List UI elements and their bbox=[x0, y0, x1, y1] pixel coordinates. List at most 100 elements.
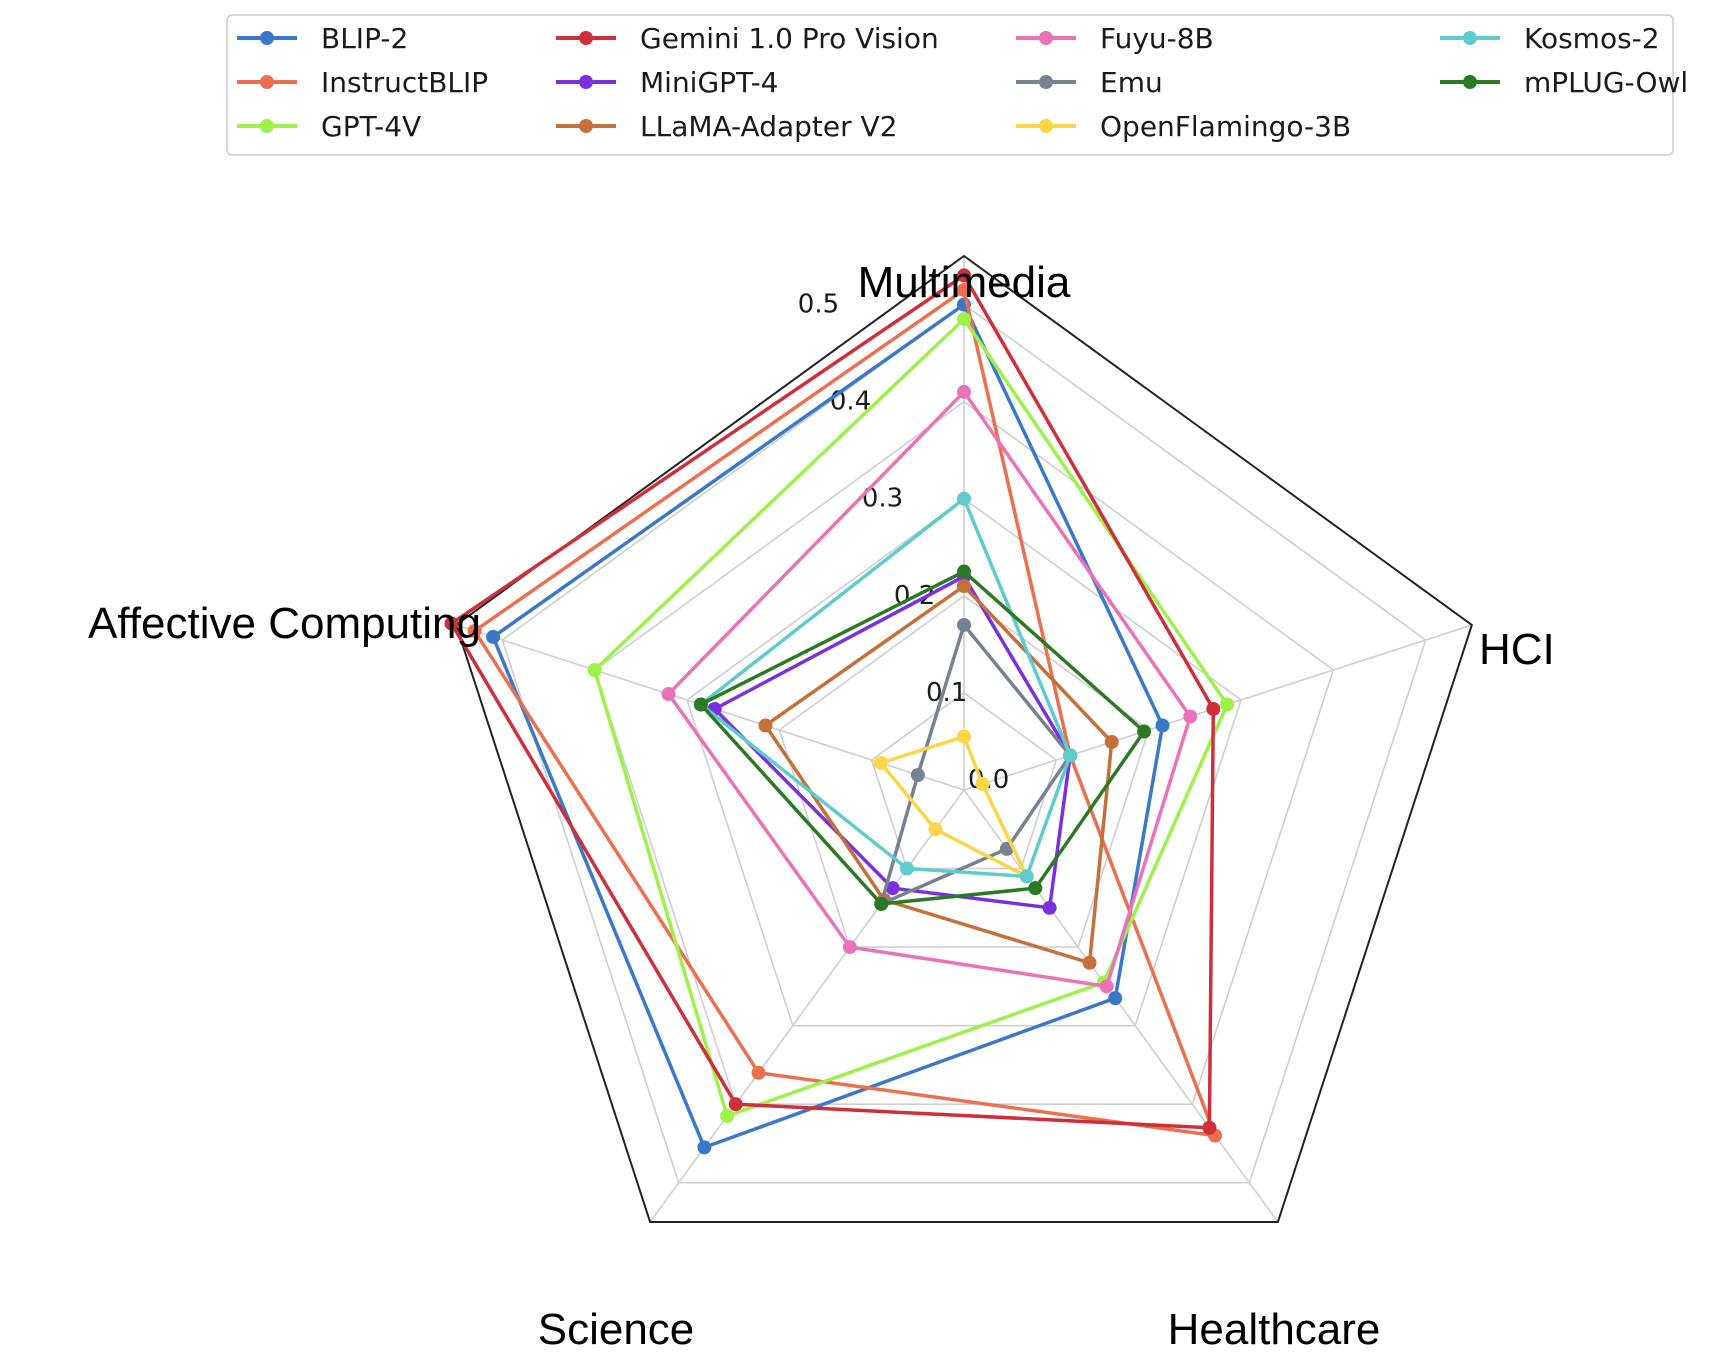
series-10-point-3 bbox=[874, 896, 889, 911]
series-3-point-2 bbox=[1202, 1120, 1217, 1135]
legend-item-1: InstructBLIP bbox=[237, 66, 488, 99]
legend-swatch-marker-7 bbox=[1039, 75, 1053, 89]
series-10-point-1 bbox=[1137, 724, 1152, 739]
series-3-point-4 bbox=[444, 616, 459, 631]
series-8-point-3 bbox=[928, 822, 943, 837]
series-0-point-3 bbox=[697, 1140, 712, 1155]
legend-label-5: LLaMA-Adapter V2 bbox=[640, 110, 898, 143]
series-5-point-1 bbox=[1104, 734, 1119, 749]
series-1-point-3 bbox=[751, 1065, 766, 1080]
legend-item-2: GPT-4V bbox=[237, 110, 421, 143]
legend-label-8: OpenFlamingo-3B bbox=[1100, 110, 1351, 143]
legend-swatch-marker-4 bbox=[579, 75, 593, 89]
series-3-point-3 bbox=[728, 1097, 743, 1112]
series-line-3 bbox=[449, 273, 1216, 1130]
series-1-point-0 bbox=[957, 282, 971, 297]
legend-item-10: mPLUG-Owl bbox=[1440, 66, 1688, 99]
legend-swatch-marker-5 bbox=[579, 119, 593, 133]
series-10-point-0 bbox=[957, 564, 971, 579]
series-4-point-2 bbox=[1042, 900, 1057, 915]
legend-label-10: mPLUG-Owl bbox=[1524, 66, 1688, 99]
series-line-5 bbox=[763, 584, 1114, 965]
axis-label-4: Affective Computing bbox=[88, 599, 481, 648]
series-layer bbox=[444, 268, 1235, 1155]
series-line-8 bbox=[879, 734, 1029, 879]
series-2-point-0 bbox=[957, 312, 971, 327]
legend-swatch-marker-6 bbox=[1039, 31, 1053, 45]
series-line-1 bbox=[472, 288, 1217, 1138]
series-6-point-4 bbox=[661, 686, 676, 701]
series-6-point-2 bbox=[1099, 979, 1114, 994]
legend-item-9: Kosmos-2 bbox=[1440, 22, 1660, 55]
series-9-point-0 bbox=[957, 491, 971, 506]
series-0-point-1 bbox=[1155, 718, 1170, 733]
legend-label-0: BLIP-2 bbox=[321, 22, 408, 55]
series-5-point-2 bbox=[1082, 955, 1097, 970]
series-10-point-4 bbox=[693, 697, 708, 712]
legend-label-6: Fuyu-8B bbox=[1100, 22, 1214, 55]
series-10 bbox=[693, 564, 1152, 911]
series-9-point-2 bbox=[1019, 869, 1034, 884]
series-5-point-4 bbox=[758, 718, 773, 733]
series-8-point-0 bbox=[957, 729, 971, 744]
legend-item-7: Emu bbox=[1016, 66, 1163, 99]
series-5-point-0 bbox=[957, 579, 971, 594]
series-9-point-3 bbox=[899, 861, 914, 876]
legend-label-9: Kosmos-2 bbox=[1524, 22, 1660, 55]
legend-swatch-marker-9 bbox=[1463, 31, 1477, 45]
series-2-point-3 bbox=[720, 1108, 735, 1123]
axis-label-3: Science bbox=[538, 1305, 695, 1354]
series-line-10 bbox=[699, 569, 1146, 906]
series-6-point-0 bbox=[957, 384, 971, 399]
series-10-point-2 bbox=[1028, 881, 1043, 896]
legend-item-5: LLaMA-Adapter V2 bbox=[556, 110, 898, 143]
series-3-point-1 bbox=[1206, 701, 1221, 716]
series-line-4 bbox=[712, 574, 1072, 910]
grid-spoke-2 bbox=[963, 789, 1279, 1223]
series-2-point-1 bbox=[1220, 697, 1235, 712]
axis-labels: Multimedia HCI Healthcare Science Affective … bbox=[88, 258, 1555, 1354]
grid-ring-5 bbox=[501, 303, 1427, 1184]
series-line-0 bbox=[491, 302, 1165, 1150]
legend-label-2: GPT-4V bbox=[321, 110, 421, 143]
series-line-2 bbox=[592, 317, 1229, 1118]
tick-label-5: 0.5 bbox=[798, 290, 839, 320]
grid-spoke-3 bbox=[649, 789, 965, 1223]
series-6-point-3 bbox=[842, 940, 857, 955]
legend-swatch-marker-0 bbox=[260, 31, 274, 45]
grid-ring-3 bbox=[686, 497, 1242, 1027]
series-3 bbox=[444, 268, 1221, 1135]
series-0-point-4 bbox=[486, 629, 501, 644]
legend-label-3: Gemini 1.0 Pro Vision bbox=[640, 22, 939, 55]
tick-label-0: 0.0 bbox=[968, 765, 1009, 795]
legend-swatch-marker-1 bbox=[260, 75, 274, 89]
legend-label-7: Emu bbox=[1100, 66, 1163, 99]
series-line-9 bbox=[699, 496, 1072, 879]
series-1-point-4 bbox=[467, 623, 482, 638]
series-4-point-3 bbox=[885, 881, 900, 896]
legend-item-3: Gemini 1.0 Pro Vision bbox=[556, 22, 939, 55]
series-6-point-1 bbox=[1183, 709, 1198, 724]
legend-label-1: InstructBLIP bbox=[321, 66, 488, 99]
series-8-point-4 bbox=[873, 755, 888, 770]
legend-item-8: OpenFlamingo-3B bbox=[1016, 110, 1351, 143]
legend-item-4: MiniGPT-4 bbox=[556, 66, 779, 99]
series-7-point-4 bbox=[910, 767, 925, 782]
legend-label-4: MiniGPT-4 bbox=[640, 66, 779, 99]
axis-label-2: Healthcare bbox=[1168, 1305, 1381, 1354]
legend-swatch-marker-2 bbox=[260, 119, 274, 133]
legend: BLIP-2 InstructBLIP GPT-4V Gemini 1.0 Pro V… bbox=[226, 14, 1688, 156]
series-0-point-2 bbox=[1108, 991, 1123, 1006]
grid-ring-4 bbox=[593, 400, 1335, 1105]
legend-swatch-marker-8 bbox=[1039, 119, 1053, 133]
series-6 bbox=[661, 384, 1198, 994]
axis-label-0: Multimedia bbox=[858, 258, 1071, 307]
axis-label-1: HCI bbox=[1479, 625, 1555, 674]
series-line-6 bbox=[666, 390, 1192, 989]
series-9-point-1 bbox=[1063, 748, 1078, 763]
series-7-point-0 bbox=[957, 617, 971, 632]
legend-item-6: Fuyu-8B bbox=[1016, 22, 1214, 55]
legend-item-0: BLIP-2 bbox=[237, 22, 408, 55]
legend-swatch-marker-10 bbox=[1463, 75, 1477, 89]
